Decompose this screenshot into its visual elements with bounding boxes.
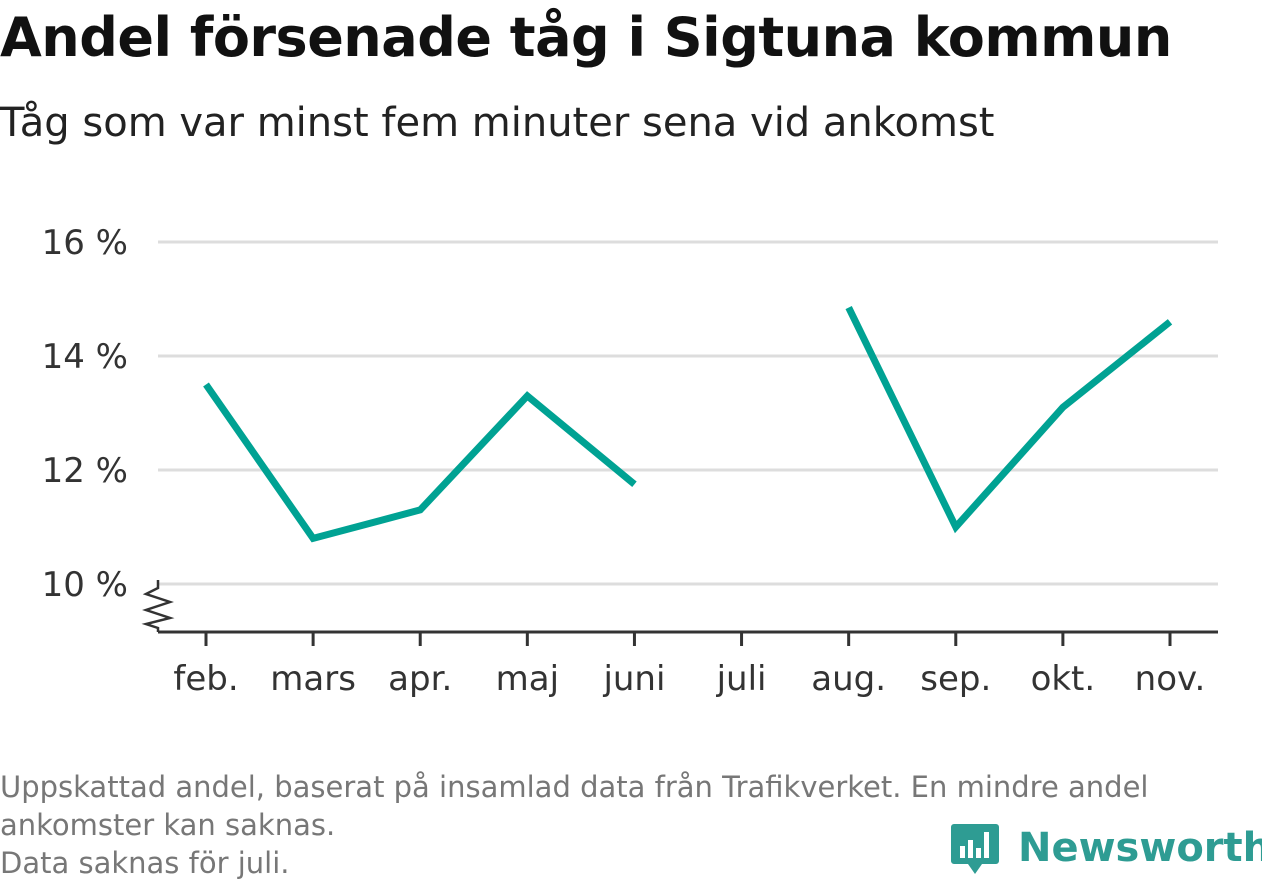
- y-tick-label: 12 %: [42, 451, 128, 491]
- series-line-segment: [849, 308, 1170, 527]
- x-tick-label: nov.: [1135, 659, 1206, 699]
- newsworthy-logo-icon: [950, 818, 1000, 878]
- x-tick-label: okt.: [1031, 659, 1096, 699]
- x-tick-label: apr.: [388, 659, 452, 699]
- y-tick-label: 14 %: [42, 337, 128, 377]
- x-tick-label: maj: [496, 659, 559, 699]
- x-tick-label: juni: [602, 659, 665, 699]
- x-tick-label: aug.: [811, 659, 886, 699]
- data-lines: [206, 307, 1170, 538]
- y-tick-label: 10 %: [42, 565, 128, 605]
- brand-name: Newsworthy: [1018, 825, 1262, 871]
- x-tick-label: feb.: [173, 659, 238, 699]
- brand-logo: Newsworthy: [950, 818, 1262, 878]
- x-tick-labels: feb. mars apr. maj juni juli aug. sep. okt. nov.: [173, 659, 1205, 699]
- x-tick-label: mars: [270, 659, 356, 699]
- x-tick-label: sep.: [920, 659, 991, 699]
- footnote-line: Uppskattad andel, baserat på insamlad da…: [0, 768, 1250, 806]
- x-tick-label: juli: [716, 659, 767, 699]
- y-tick-labels: 10 % 12 % 14 % 16 %: [42, 223, 128, 605]
- x-axis: [146, 580, 1218, 646]
- y-axis-break-mark: [146, 580, 170, 632]
- y-tick-label: 16 %: [42, 223, 128, 263]
- series-line-segment: [206, 385, 634, 539]
